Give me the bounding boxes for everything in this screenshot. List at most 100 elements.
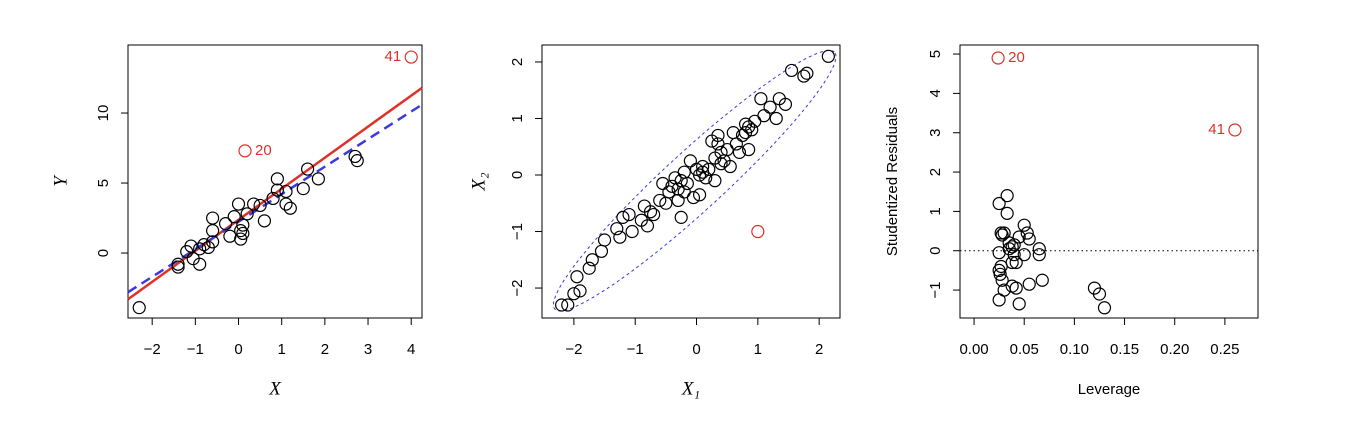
point [279, 184, 293, 199]
point [223, 229, 237, 243]
x-tick-label: 0 [692, 341, 700, 358]
point [236, 226, 250, 241]
x-tick-label: 0.25 [1210, 341, 1239, 358]
point [1017, 248, 1031, 262]
x-axis-label: X₁ [681, 378, 700, 399]
point [994, 226, 1008, 240]
point [1005, 279, 1019, 293]
point-label: 20 [255, 142, 272, 159]
point [995, 228, 1009, 242]
point [763, 100, 777, 114]
point [279, 197, 293, 211]
point-label: 41 [385, 48, 402, 65]
point [1092, 287, 1107, 301]
x-tick-label: 2 [321, 341, 329, 358]
point [732, 145, 747, 159]
x-tick-label: 0.20 [1160, 341, 1189, 358]
x-axis-label: X [268, 378, 282, 399]
point [270, 172, 284, 186]
point [253, 198, 267, 213]
point [1000, 206, 1014, 220]
point [1097, 301, 1112, 315]
y-tick-label: 3 [927, 129, 944, 137]
point [240, 207, 254, 221]
point [184, 239, 198, 253]
point [193, 257, 207, 271]
point [1012, 230, 1026, 244]
point [729, 137, 743, 151]
point [1020, 226, 1034, 240]
point [714, 145, 728, 159]
point [1035, 273, 1049, 287]
x-tick-label: 0.05 [1010, 341, 1039, 358]
fit-line [127, 103, 423, 294]
point [227, 210, 241, 224]
x-tick-label: 1 [278, 341, 286, 358]
point [238, 144, 252, 158]
x-axis-label: Leverage [1078, 381, 1141, 398]
point [266, 191, 280, 206]
point-label: 20 [1008, 49, 1025, 66]
point [1012, 297, 1026, 311]
point [613, 230, 627, 244]
point [206, 211, 220, 225]
point [193, 242, 207, 256]
point [1022, 277, 1036, 291]
y-tick-label: 0 [95, 249, 112, 257]
y-tick-label: 0 [927, 247, 944, 255]
y-tick-label: 0 [509, 171, 526, 179]
y-axis-label: Studentized Residuals [884, 107, 901, 256]
point [995, 273, 1009, 287]
point [236, 218, 250, 232]
point [1000, 189, 1014, 203]
x-tick-label: 1 [754, 341, 762, 358]
point [616, 210, 630, 224]
point [991, 51, 1005, 65]
point [206, 235, 220, 249]
point [674, 210, 688, 224]
point [723, 159, 737, 174]
x-tick-label: 0.15 [1110, 341, 1139, 358]
point [561, 298, 575, 312]
point [283, 201, 297, 215]
x-tick-label: −2 [144, 341, 161, 358]
point [350, 154, 364, 168]
x-tick-label: −1 [627, 341, 644, 358]
point [231, 197, 246, 211]
point [270, 183, 284, 197]
point [610, 222, 624, 236]
point [769, 111, 783, 126]
point [680, 176, 694, 191]
x-tick-label: −2 [565, 341, 582, 358]
point [742, 142, 756, 157]
point [643, 205, 658, 219]
point [671, 193, 685, 208]
point [570, 270, 584, 284]
point [784, 63, 799, 78]
x-tick-label: 4 [407, 341, 415, 358]
y-tick-label: 1 [927, 207, 944, 215]
y-axis-label: Y [50, 174, 71, 187]
x-tick-label: −1 [187, 341, 204, 358]
point [234, 224, 248, 238]
point [132, 301, 146, 315]
point [311, 172, 325, 186]
point [745, 123, 759, 137]
ellipse [552, 49, 837, 312]
y-tick-label: 10 [95, 105, 112, 122]
y-tick-label: 4 [927, 89, 944, 97]
point [1017, 218, 1031, 232]
point [656, 176, 670, 191]
point [993, 267, 1007, 281]
point [800, 66, 814, 80]
point [711, 128, 725, 143]
point [699, 171, 713, 185]
point [702, 162, 716, 176]
point [778, 97, 793, 111]
point [640, 219, 655, 233]
plot-frame [127, 44, 423, 319]
point [992, 196, 1006, 211]
x-tick-label: 0 [234, 341, 242, 358]
